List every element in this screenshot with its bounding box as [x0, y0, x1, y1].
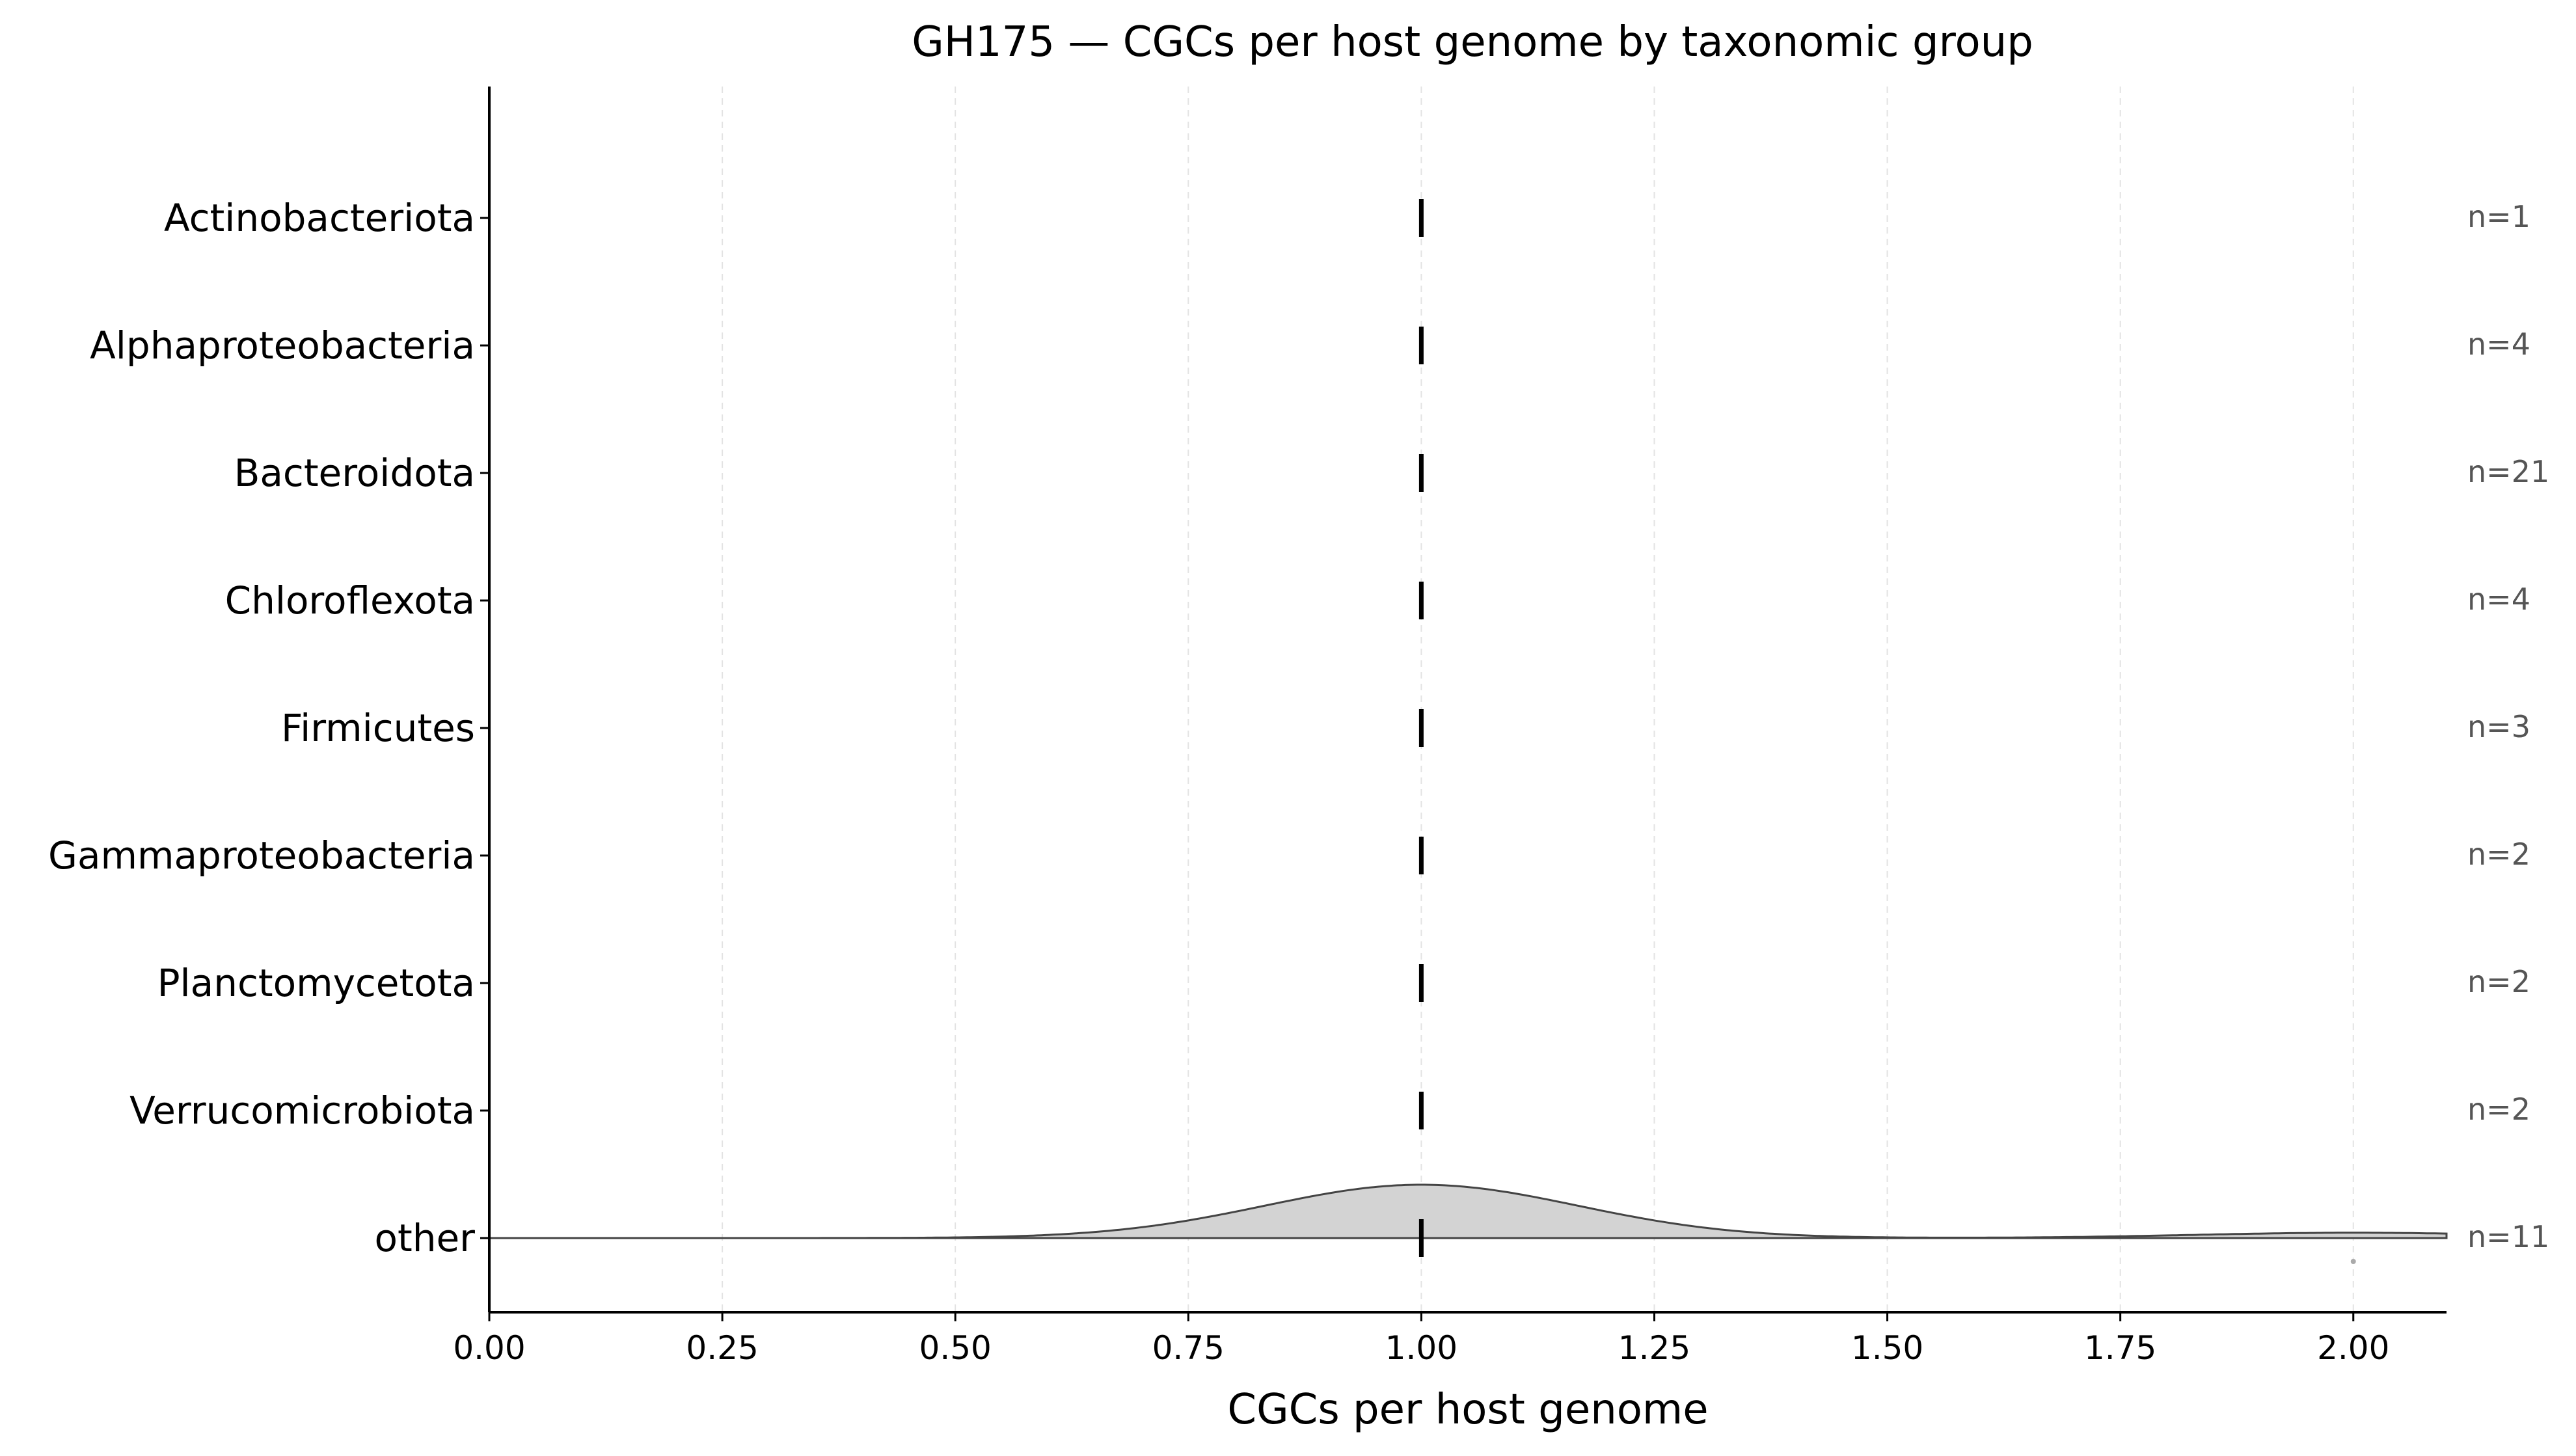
- violin-shape: [489, 1183, 2448, 1239]
- x-tick-label: 2.00: [2317, 1329, 2389, 1367]
- category-label: Verrucomicrobiota: [129, 1088, 475, 1133]
- count-label: n=2: [2467, 1092, 2530, 1127]
- x-tick-label: 1.25: [1618, 1329, 1690, 1367]
- category-label: Actinobacteriota: [164, 196, 475, 240]
- x-tick-label: 0.25: [686, 1329, 758, 1367]
- x-tick-label: 0.50: [919, 1329, 992, 1367]
- count-label: n=4: [2467, 327, 2530, 362]
- x-ticks: 0.00 0.25 0.50 0.75 1.00 1.25 1.50 1.75 2.00: [453, 1312, 2389, 1367]
- x-tick-label: 1.75: [2084, 1329, 2156, 1367]
- count-label: n=4: [2467, 582, 2530, 617]
- x-tick-label: 0.75: [1152, 1329, 1225, 1367]
- category-label: Alphaproteobacteria: [90, 323, 475, 368]
- x-tick-label: 1.00: [1385, 1329, 1457, 1367]
- label-layer: Actinobacteriota n=1 Alphaproteobacteria n=…: [48, 196, 2549, 1260]
- x-tick-label: 0.00: [453, 1329, 525, 1367]
- chart-title: GH175 — CGCs per host genome by taxonomi…: [912, 18, 2033, 66]
- x-axis-label: CGCs per host genome: [1227, 1386, 1708, 1434]
- grid-layer: [722, 87, 2354, 1312]
- count-label: n=2: [2467, 837, 2530, 872]
- count-label: n=21: [2467, 454, 2549, 489]
- count-label: n=2: [2467, 964, 2530, 999]
- count-label: n=1: [2467, 199, 2530, 234]
- category-label: Bacteroidota: [234, 451, 475, 495]
- violin-layer: [489, 1183, 2448, 1264]
- count-label: n=3: [2467, 709, 2530, 744]
- category-label: Firmicutes: [281, 706, 475, 750]
- count-label: n=11: [2467, 1219, 2549, 1254]
- category-label: Planctomycetota: [157, 961, 475, 1005]
- outlier-point: [2350, 1259, 2356, 1264]
- category-label: Chloroflexota: [225, 578, 475, 623]
- x-tick-label: 1.50: [1851, 1329, 1923, 1367]
- category-label: other: [374, 1216, 475, 1260]
- category-label: Gammaproteobacteria: [48, 833, 475, 878]
